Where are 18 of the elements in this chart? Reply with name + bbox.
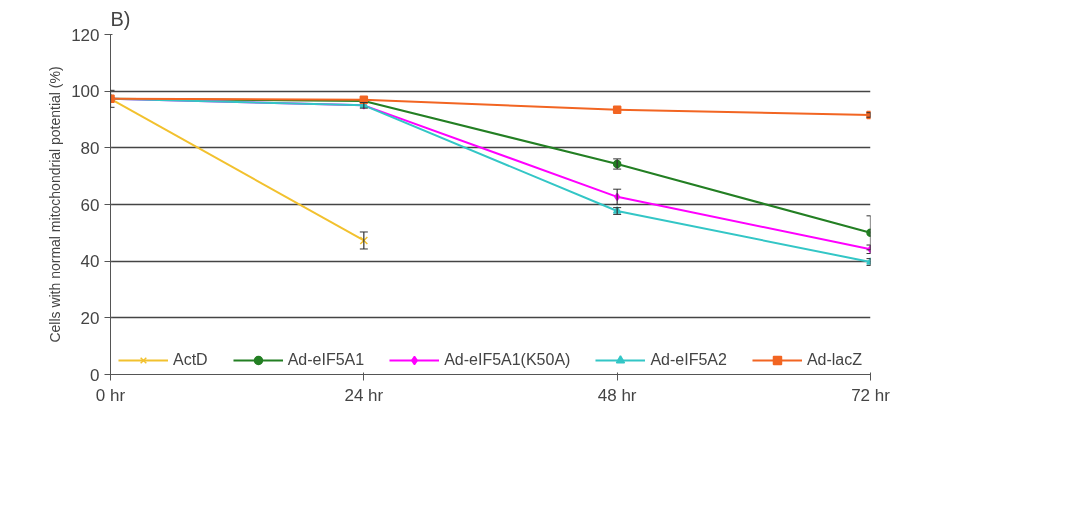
legend-label: Ad-eIF5A1(K50A) (444, 351, 571, 369)
x-tick-label: 48 hr (597, 385, 637, 405)
y-tick-label: 60 (80, 195, 100, 215)
legend-label: Ad-lacZ (806, 351, 863, 369)
y-tick-label: 40 (80, 252, 100, 272)
legend-label: ActD (172, 351, 208, 369)
legend-label: Ad-eIF5A1 (287, 351, 365, 369)
y-tick-label: 80 (80, 138, 100, 158)
x-tick-label: 24 hr (344, 385, 384, 405)
y-axis-title: Cells with normal mitochondrial potential (%) (47, 66, 64, 343)
y-tick-label: 0 (90, 365, 100, 385)
y-tick-label: 100 (71, 82, 100, 102)
chart-title: B) (110, 7, 131, 30)
x-tick-label: 0 hr (95, 385, 126, 405)
y-tick-label: 20 (80, 308, 100, 328)
legend-label: Ad-eIF5A2 (650, 351, 727, 369)
x-tick-label: 72 hr (851, 385, 891, 405)
y-tick-label: 120 (71, 25, 100, 45)
